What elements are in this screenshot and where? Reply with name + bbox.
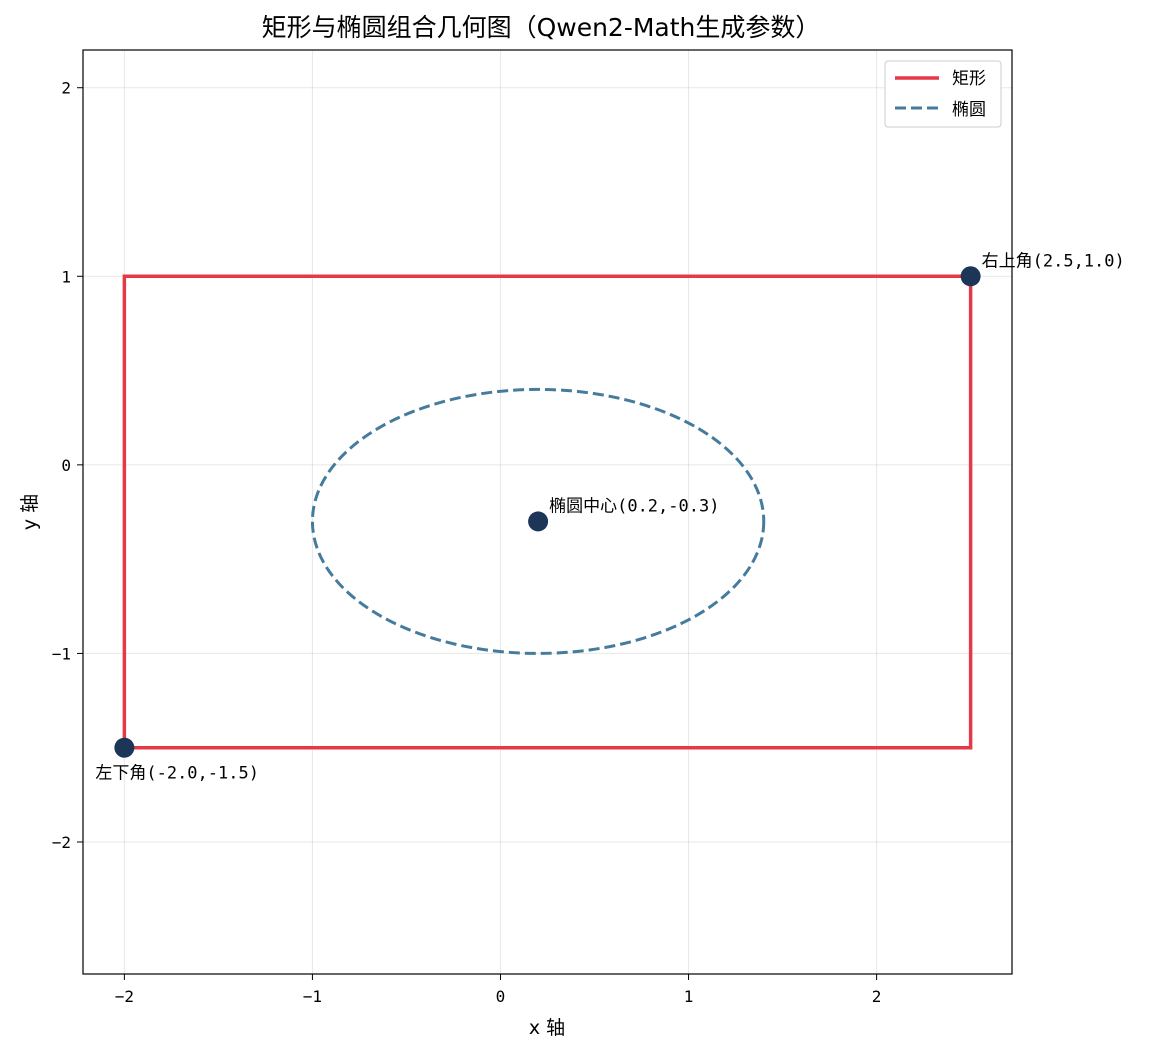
x-axis-label: x 轴 [529, 1017, 565, 1039]
x-tick-label: −1 [303, 987, 322, 1006]
marker-point [528, 511, 549, 532]
point-annotation: 左下角(-2.0,-1.5) [95, 764, 259, 784]
point-annotation: 右上角(2.5,1.0) [982, 251, 1125, 271]
x-tick-label: 1 [684, 987, 694, 1006]
ellipse-shape [310, 387, 766, 655]
x-tick-label: 2 [872, 987, 882, 1006]
legend-label-rectangle: 矩形 [952, 69, 986, 89]
y-axis-label: y 轴 [19, 494, 41, 530]
y-tick-label: 1 [61, 267, 71, 286]
y-axis-ticks: −2 −1 0 1 2 [52, 79, 83, 852]
x-axis-ticks: −2 −1 0 1 2 [115, 974, 882, 1006]
y-tick-label: −1 [52, 644, 71, 663]
y-tick-label: 0 [61, 456, 71, 475]
marker-point [114, 737, 135, 758]
chart-title: 矩形与椭圆组合几何图（Qwen2-Math生成参数） [262, 13, 821, 42]
y-tick-label: −2 [52, 833, 71, 852]
plot-content: 左下角(-2.0,-1.5) 右上角(2.5,1.0) 椭圆中心(0.2,-0.3) [95, 251, 1124, 783]
x-tick-label: −2 [115, 987, 134, 1006]
legend: 矩形 椭圆 [884, 60, 1002, 128]
axes-frame [82, 49, 1013, 975]
y-tick-label: 2 [61, 79, 71, 98]
legend-label-ellipse: 椭圆 [952, 100, 986, 120]
marker-point [960, 266, 981, 287]
point-annotation: 椭圆中心(0.2,-0.3) [549, 496, 719, 516]
x-tick-label: 0 [496, 987, 506, 1006]
